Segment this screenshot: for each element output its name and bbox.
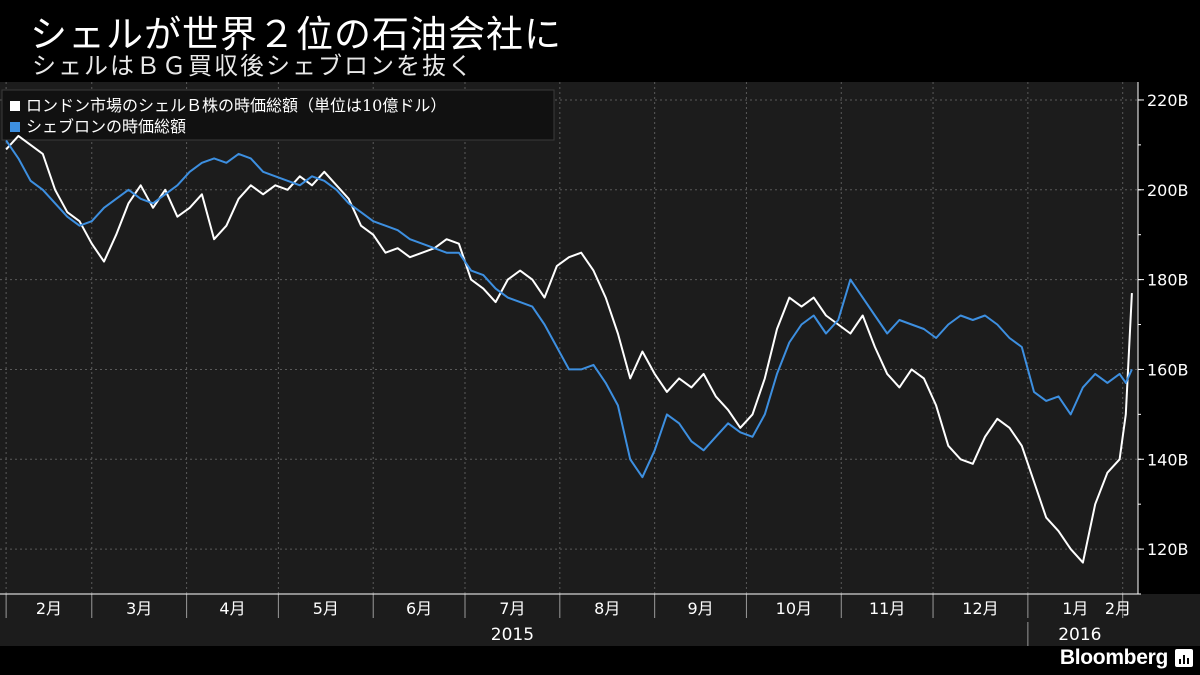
- y-tick-label: 200B: [1147, 181, 1189, 200]
- x-tick-label: 9月: [687, 599, 713, 618]
- y-tick-label: 160B: [1147, 360, 1189, 379]
- legend: ロンドン市場のシェルＢ株の時価総額（単位は10億ドル） シェブロンの時価総額: [1, 89, 555, 141]
- x-tick-label: 2月: [36, 599, 62, 618]
- year-label: 2016: [1058, 625, 1101, 645]
- x-tick-label: 12月: [962, 599, 998, 618]
- x-tick-label: 11月: [869, 599, 905, 618]
- x-tick-label: 2月: [1105, 599, 1131, 618]
- series-line-1: [5, 134, 1133, 564]
- x-tick-label: 3月: [126, 599, 152, 618]
- year-label: 2015: [491, 625, 534, 645]
- x-tick-label: 1月: [1062, 599, 1088, 618]
- legend-swatch: [10, 122, 20, 132]
- axis-footer: [0, 594, 1200, 646]
- y-tick-label: 180B: [1147, 271, 1189, 290]
- x-tick-label: 8月: [594, 599, 620, 618]
- legend-label: ロンドン市場のシェルＢ株の時価総額（単位は10億ドル）: [26, 96, 446, 115]
- y-tick-label: 140B: [1147, 450, 1189, 469]
- series-lines: [5, 134, 1133, 564]
- bloomberg-chart-icon: [1175, 649, 1193, 667]
- chart-subtitle: シェルはＢＧ買収後シェブロンを抜く: [32, 52, 474, 80]
- legend-swatch: [10, 101, 20, 111]
- chart-title: シェルが世界２位の石油会社に: [30, 13, 562, 56]
- bloomberg-logo: Bloomberg: [1059, 646, 1168, 669]
- y-tick-label: 120B: [1147, 540, 1189, 559]
- y-tick-label: 220B: [1147, 91, 1189, 110]
- axes: 120B 140B 160B 180B 200B 220B 2月 3月 4月 5月 6月 7月 8月 9月…: [0, 82, 1189, 646]
- legend-box: [1, 89, 555, 141]
- x-tick-label: 10月: [776, 599, 812, 618]
- x-tick-label: 6月: [406, 599, 432, 618]
- x-tick-label: 5月: [313, 599, 339, 618]
- legend-label: シェブロンの時価総額: [26, 117, 186, 136]
- series-line-2: [5, 139, 1133, 479]
- x-tick-label: 7月: [499, 599, 525, 618]
- grid-lines: [0, 82, 1138, 594]
- plot-background: [0, 82, 1138, 594]
- x-tick-label: 4月: [219, 599, 245, 618]
